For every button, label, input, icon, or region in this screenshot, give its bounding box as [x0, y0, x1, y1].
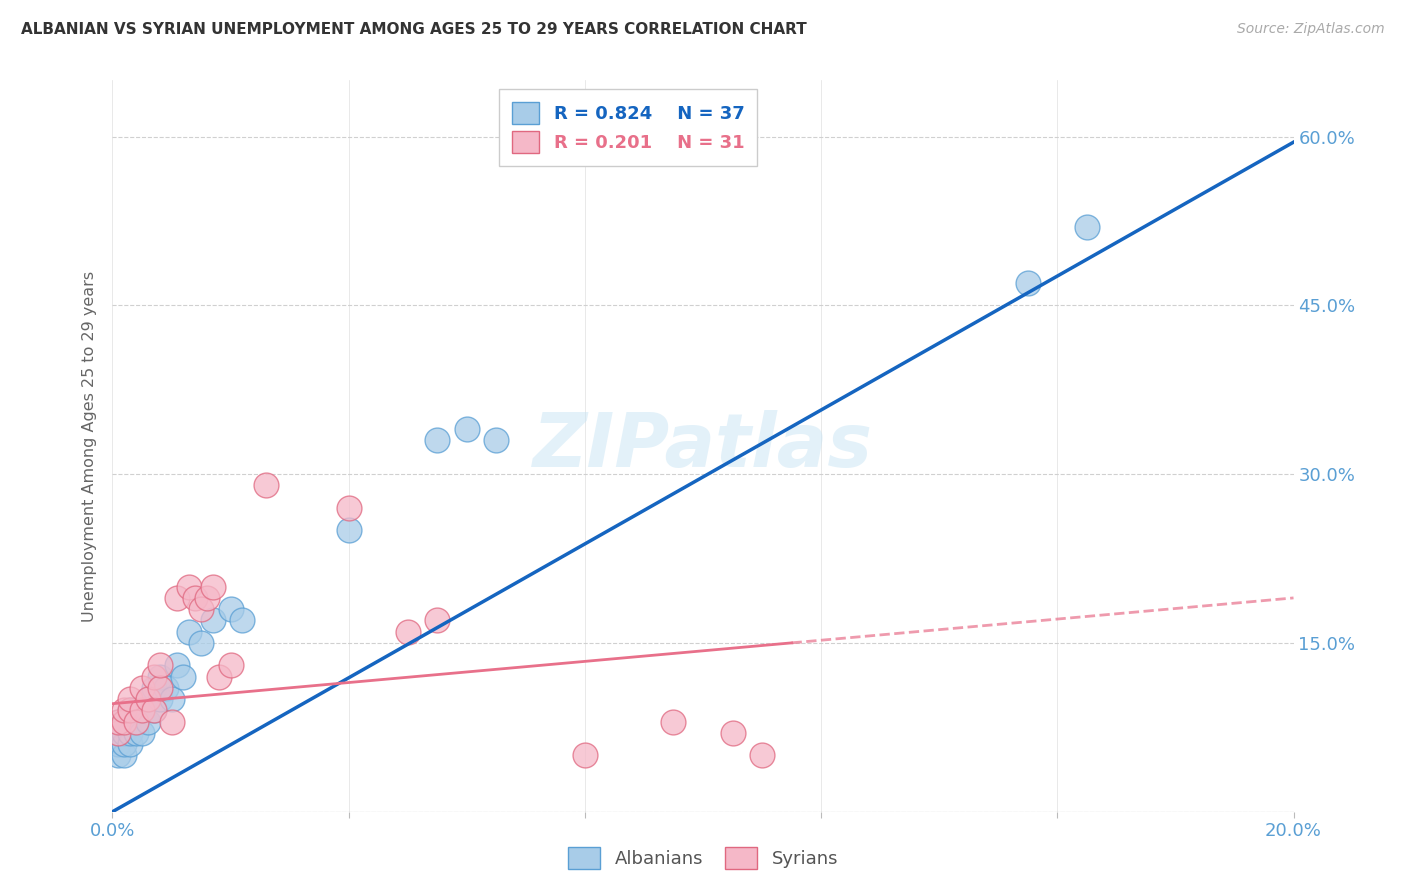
Point [149, 670, 172, 684]
Point [184, 591, 207, 605]
Point [201, 614, 224, 628]
Point [125, 714, 148, 729]
Point [166, 658, 188, 673]
Point [107, 737, 129, 751]
Point [201, 580, 224, 594]
Point [166, 591, 188, 605]
Point [125, 714, 148, 729]
Point [396, 624, 419, 639]
Point [131, 681, 153, 695]
Point [337, 524, 360, 538]
Point [112, 748, 135, 763]
Point [131, 703, 153, 717]
Point [426, 614, 449, 628]
Point [195, 591, 218, 605]
Point [219, 658, 242, 673]
Point [179, 580, 201, 594]
Point [179, 624, 201, 639]
Point [136, 692, 159, 706]
Point [337, 500, 360, 515]
Point [254, 478, 277, 492]
Point [112, 726, 135, 740]
Point [120, 726, 142, 740]
Point [149, 658, 172, 673]
Point [426, 434, 449, 448]
Point [208, 670, 231, 684]
Point [172, 670, 194, 684]
Point [160, 692, 183, 706]
Point [107, 748, 129, 763]
Point [574, 748, 596, 763]
Point [751, 748, 773, 763]
Point [1076, 219, 1098, 234]
Point [107, 714, 129, 729]
Point [142, 681, 165, 695]
Point [112, 714, 135, 729]
Point [136, 692, 159, 706]
Point [219, 602, 242, 616]
Point [131, 726, 153, 740]
Point [107, 726, 129, 740]
Point [120, 737, 142, 751]
Point [485, 434, 508, 448]
Point [662, 714, 685, 729]
Point [160, 714, 183, 729]
Point [120, 692, 142, 706]
Point [120, 703, 142, 717]
Point [190, 602, 212, 616]
Point [125, 703, 148, 717]
Text: Source: ZipAtlas.com: Source: ZipAtlas.com [1237, 22, 1385, 37]
Point [142, 703, 165, 717]
Text: ALBANIAN VS SYRIAN UNEMPLOYMENT AMONG AGES 25 TO 29 YEARS CORRELATION CHART: ALBANIAN VS SYRIAN UNEMPLOYMENT AMONG AG… [21, 22, 807, 37]
Point [107, 726, 129, 740]
Point [231, 614, 253, 628]
Point [149, 681, 172, 695]
Point [107, 714, 129, 729]
Point [1017, 276, 1039, 290]
Point [131, 703, 153, 717]
Point [112, 737, 135, 751]
Point [721, 726, 744, 740]
Point [125, 726, 148, 740]
Point [142, 670, 165, 684]
Point [120, 703, 142, 717]
Point [136, 714, 159, 729]
Point [112, 714, 135, 729]
Point [190, 636, 212, 650]
Y-axis label: Unemployment Among Ages 25 to 29 years: Unemployment Among Ages 25 to 29 years [82, 270, 97, 622]
Point [112, 703, 135, 717]
Point [155, 681, 177, 695]
Point [142, 703, 165, 717]
Point [456, 422, 478, 436]
Text: ZIPatlas: ZIPatlas [533, 409, 873, 483]
Point [149, 692, 172, 706]
Legend: Albanians, Syrians: Albanians, Syrians [561, 839, 845, 876]
